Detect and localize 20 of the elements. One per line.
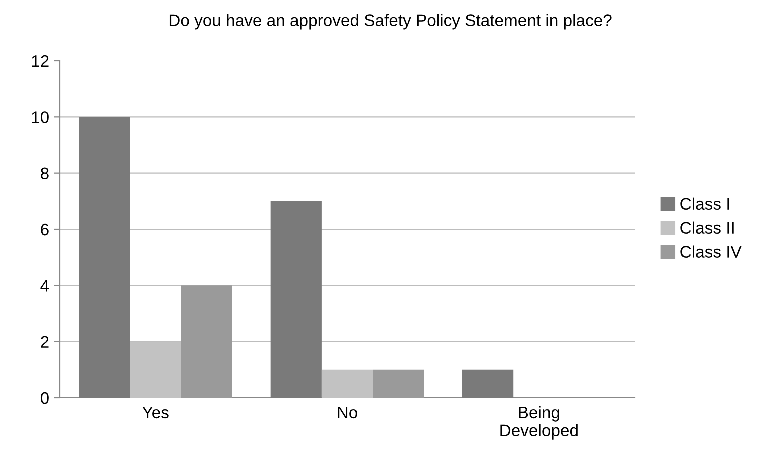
bar bbox=[373, 370, 424, 398]
bar bbox=[181, 286, 232, 398]
legend-label: Class IV bbox=[680, 246, 742, 258]
y-tick-label: 0 bbox=[40, 392, 49, 404]
y-tick-label: 4 bbox=[40, 280, 50, 292]
x-tick-label: Yes bbox=[142, 406, 169, 419]
y-tick-label: 8 bbox=[41, 168, 49, 180]
x-tick-label: No bbox=[338, 406, 358, 419]
chart-title: Do you have an approved Safety Policy Statement in place? bbox=[170, 14, 612, 30]
bar bbox=[270, 201, 322, 398]
x-tick-label: Being Developed bbox=[500, 406, 578, 440]
legend-label: Class I bbox=[680, 198, 730, 210]
legend-label: Class II bbox=[680, 222, 734, 234]
y-tick-label: 2 bbox=[41, 336, 49, 348]
bar bbox=[322, 370, 374, 398]
y-tick-label: 12 bbox=[32, 55, 49, 68]
y-tick-label: 10 bbox=[32, 112, 49, 124]
y-tick-label: 6 bbox=[41, 224, 49, 236]
bar bbox=[79, 117, 130, 398]
bar bbox=[462, 370, 514, 398]
